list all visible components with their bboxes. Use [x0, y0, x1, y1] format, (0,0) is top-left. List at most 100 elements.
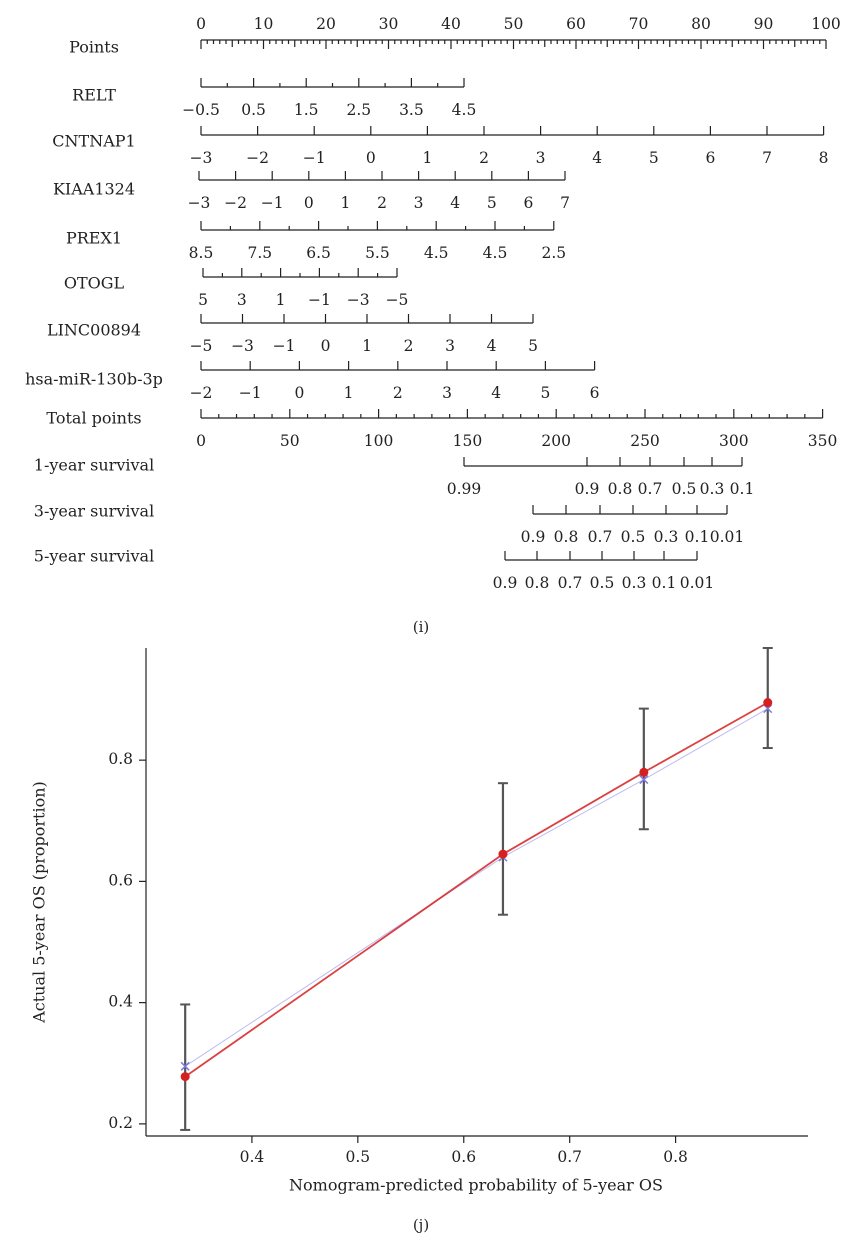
nomogram-row-3-year-survival: 3-year survival 0.9 0.8 0.7 0.5 0.3 0.1 0.01	[34, 502, 744, 547]
row-label: PREX1	[66, 229, 122, 248]
observed-point-1	[498, 849, 508, 859]
tick-label: 0.7	[588, 528, 613, 546]
tick-label: 6	[705, 149, 715, 167]
tick-label: −3	[190, 149, 213, 167]
tick-label: 0	[304, 194, 314, 212]
nomogram-row-total-points: Total points 0 50 100 150 200 250 300 350	[46, 409, 837, 451]
tick-label: 30	[379, 15, 399, 33]
tick-label: −1	[308, 291, 331, 309]
tick-label: 5.5	[365, 244, 390, 262]
tick-label: 0.7	[558, 574, 583, 592]
x-tick-label: 0.4	[240, 1148, 265, 1166]
tick-label: 7	[762, 149, 772, 167]
x-tick-label: 0.6	[451, 1148, 476, 1166]
tick-label: 80	[691, 15, 711, 33]
nomogram-row-linc00894: LINC00894 −5 −3 −1 0 1 2 3 4 5	[47, 314, 538, 355]
tick-label: 3	[237, 291, 247, 309]
tick-label: 250	[630, 432, 660, 450]
tick-label: 40	[441, 15, 461, 33]
row-label: hsa-miR-130b-3p	[25, 370, 163, 389]
tick-label: 0	[196, 15, 206, 33]
row-label: CNTNAP1	[52, 132, 135, 151]
tick-label: 1.5	[294, 101, 319, 119]
nomogram-row-relt: RELT −0.5 0.5 1.5 2.5 3.5 4.5	[72, 78, 476, 119]
tick-label: 3	[536, 149, 546, 167]
tick-label: 0.8	[608, 480, 633, 498]
tick-label: 6.5	[306, 244, 331, 262]
tick-label: 0.3	[654, 528, 679, 546]
tick-label: 1	[276, 291, 286, 309]
tick-label: 5	[540, 384, 550, 402]
nomogram-row-5-year-survival: 5-year survival 0.9 0.8 0.7 0.5 0.3 0.1 0.01	[34, 547, 714, 593]
tick-label: 50	[504, 15, 524, 33]
tick-label: 2	[393, 384, 403, 402]
error-bar-1	[497, 782, 508, 916]
tick-label: 0.99	[447, 480, 482, 498]
tick-label: −5	[386, 291, 409, 309]
tick-label: 300	[719, 432, 749, 450]
observed-point-0	[180, 1072, 190, 1082]
tick-label: −2	[224, 194, 247, 212]
row-label: 1-year survival	[34, 456, 154, 475]
caption-j: (j)	[413, 1216, 429, 1234]
caption-i: (i)	[413, 618, 430, 636]
y-tick-label: 0.6	[108, 871, 133, 889]
tick-label: 100	[364, 432, 394, 450]
tick-label: −1	[273, 337, 296, 355]
tick-label: 7	[560, 194, 570, 212]
row-label: 3-year survival	[34, 502, 154, 521]
tick-label: 4	[491, 384, 501, 402]
tick-label: 0	[294, 384, 304, 402]
tick-label: 3	[414, 194, 424, 212]
tick-label: 0.5	[672, 480, 697, 498]
x-tick-label: 0.8	[663, 1148, 688, 1166]
tick-label: 5	[487, 194, 497, 212]
ideal-series-line	[184, 708, 768, 1067]
tick-label: 0.8	[525, 574, 550, 592]
tick-label: 1	[344, 384, 354, 402]
tick-label: 10	[254, 15, 274, 33]
tick-label: 200	[541, 432, 571, 450]
tick-label: 6	[590, 384, 600, 402]
tick-label: 4	[592, 149, 602, 167]
nomogram-row-points: Points 0 10 20 30 40 50 60 70 80 90 100	[69, 15, 841, 57]
tick-label: 0.8	[554, 528, 579, 546]
tick-label: 350	[808, 432, 838, 450]
tick-label: 7.5	[247, 244, 272, 262]
tick-label: 0.7	[638, 480, 663, 498]
tick-label: −2	[246, 149, 269, 167]
ideal-point-0	[180, 1061, 190, 1071]
tick-label: 0.01	[680, 574, 715, 592]
tick-label: 5	[649, 149, 659, 167]
row-label: RELT	[72, 86, 116, 105]
cross-b	[180, 1061, 190, 1071]
tick-label: 3.5	[399, 101, 424, 119]
y-tick-label: 0.2	[108, 1114, 133, 1132]
tick-label: 0.9	[521, 528, 546, 546]
tick-label: 1	[362, 337, 372, 355]
tick-label: −0.5	[182, 101, 220, 119]
tick-label: 0.5	[590, 574, 615, 592]
tick-label: 2	[377, 194, 387, 212]
tick-label: −1	[261, 194, 284, 212]
tick-label: 0.1	[730, 480, 755, 498]
tick-label: −5	[190, 337, 213, 355]
nomogram-row-kiaa1324: KIAA1324 −3 −2 −1 0 1 2 3 4 5 6 7	[53, 171, 570, 212]
tick-label: 0.5	[241, 101, 266, 119]
tick-label: 5	[198, 291, 208, 309]
nomogram-row-otogl: OTOGL 5 3 1 −1 −3 −5	[64, 268, 409, 309]
tick-label: 2	[479, 149, 489, 167]
tick-label: 4.5	[424, 244, 449, 262]
y-axis-label: Actual 5-year OS (proportion)	[30, 781, 49, 1024]
row-label: 5-year survival	[34, 547, 154, 566]
tick-label: 50	[280, 432, 300, 450]
tick-label: 4.5	[452, 101, 477, 119]
x-tick-label: 0.7	[557, 1148, 582, 1166]
observed-series-line	[184, 701, 769, 1078]
calibration-chart: 0.20.40.60.80.4 0.5 0.6 0.7 0.8Nomogram-pred…	[30, 647, 808, 1234]
row-label: Points	[69, 38, 119, 57]
nomogram-row-1-year-survival: 1-year survival 0.99 0.9 0.8 0.7 0.5 0.3 0.1	[34, 456, 755, 499]
tick-label: −1	[239, 384, 262, 402]
